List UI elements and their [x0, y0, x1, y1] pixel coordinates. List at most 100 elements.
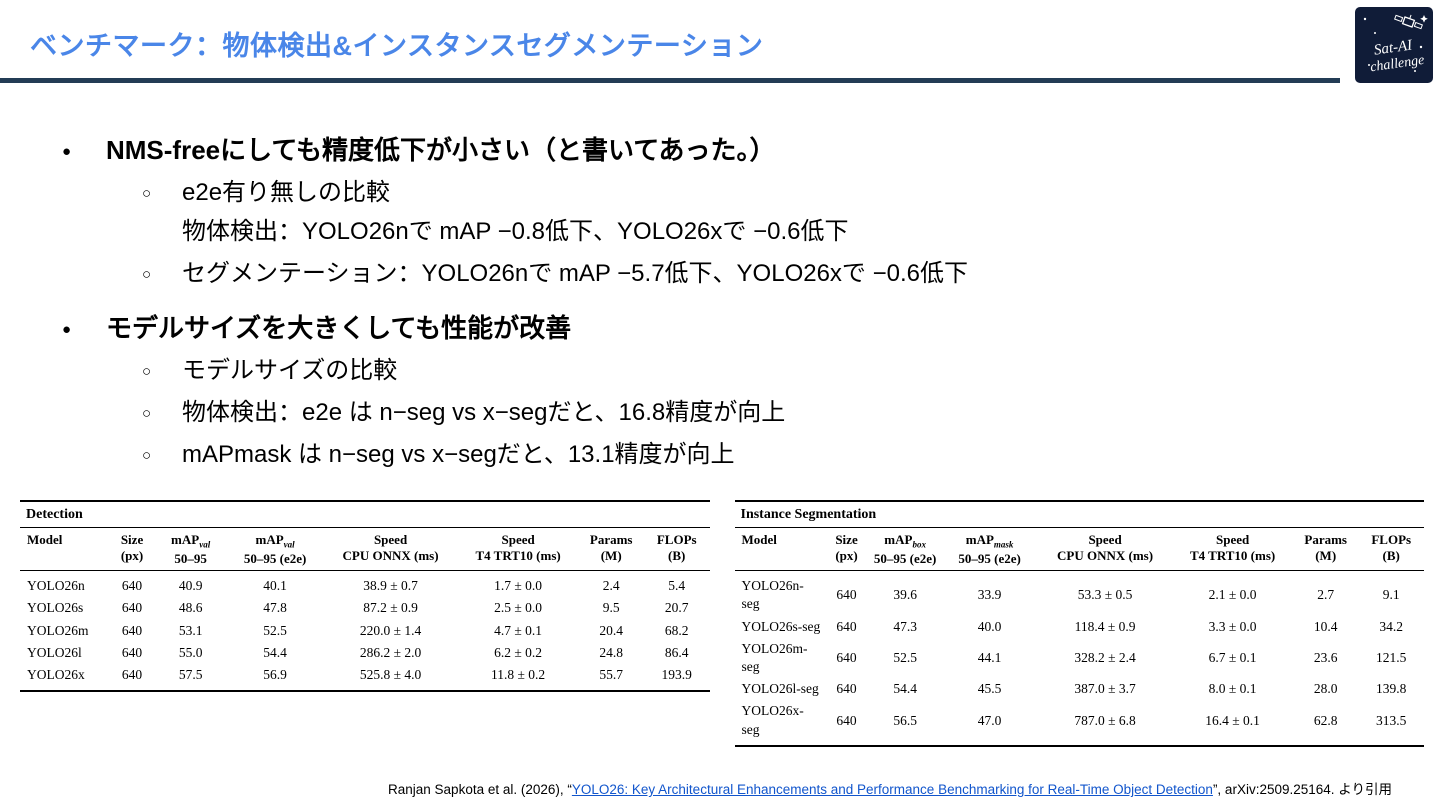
table-cell: 45.5 [977, 681, 1002, 697]
column-header: FLOPs (B) [1358, 528, 1424, 572]
table-row: YOLO26x 640 57.5 56.9 525.8 ± 4.0 11.8 ± 0.2 5… [20, 664, 710, 691]
sub-bullet-item: ○ mAPmask は n−seg vs x−segだと、13.1精度が向上 [142, 436, 1392, 475]
table-cell: 640 [836, 712, 857, 728]
table-cell: 16.4 ± 0.1 [1205, 712, 1260, 728]
table-cell: 47.0 [977, 712, 1002, 728]
table-cell: 9.1 [1382, 587, 1400, 603]
table-cell: 57.5 [178, 666, 203, 682]
table-cell: 87.2 ± 0.9 [363, 600, 418, 616]
table-cell: 20.4 [599, 622, 623, 638]
sub-bullet-text: e2e有り無しの比較 物体検出：YOLO26nで mAP −0.8低下、YOLO2… [182, 179, 849, 246]
bullet-list: ● NMS-freeにしても精度低下が小さい（と書いてあった。） ○ e2e有り無しの… [62, 116, 1392, 478]
table-cell: 6.7 ± 0.1 [1208, 649, 1257, 665]
citation-link[interactable]: YOLO26: Key Architectural Enhancements a… [571, 782, 1213, 797]
table-row: YOLO26m 640 53.1 52.5 220.0 ± 1.4 4.7 ± 0.1 20… [20, 620, 710, 642]
table-cell: 118.4 ± 0.9 [1074, 618, 1136, 634]
table-cell: 387.0 ± 3.7 [1074, 681, 1136, 697]
sub-bullet-marker-icon: ○ [142, 266, 152, 284]
table-cell: 23.6 [1313, 649, 1338, 665]
column-header: Params (M) [578, 528, 644, 572]
table-cell: 2.1 ± 0.0 [1208, 587, 1257, 603]
table-cell: 9.5 [602, 600, 620, 616]
table-row: YOLO26l-seg 640 54.4 45.5 387.0 ± 3.7 8.0 ± 0… [735, 678, 1425, 700]
table-cell: 62.8 [1313, 712, 1338, 728]
column-header: Size (px) [824, 528, 869, 572]
table-cell: 53.3 ± 0.5 [1077, 587, 1133, 603]
column-header: mAPbox 50–95 (e2e) [868, 528, 942, 572]
table-row: YOLO26m-seg 640 52.5 44.1 328.2 ± 2.4 6.7 ± 0… [735, 638, 1425, 678]
citation-prefix: Ranjan Sapkota et al. (2026), “ [388, 782, 572, 797]
bullet-text: モデルサイズを大きくしても性能が改善 [106, 313, 572, 344]
table-cell: 40.1 [263, 578, 287, 594]
table-cell: 220.0 ± 1.4 [359, 622, 422, 638]
table-cell: 38.9 ± 0.7 [363, 578, 418, 594]
data-table: Model Size (px) mAPbox 50–95 (e2e) mAPmask 50… [734, 528, 1425, 747]
table-cell: 640 [121, 666, 143, 682]
table-cell: 525.8 ± 4.0 [359, 666, 422, 682]
table-row: YOLO26n-seg 640 39.6 33.9 53.3 ± 0.5 2.1 ± 0.… [735, 571, 1425, 616]
sub-bullet-marker-icon: ○ [142, 405, 152, 423]
data-table: Model Size (px) mAPval 50–95 mAPval 50–95 (e2… [20, 528, 710, 693]
bullet-item: ● モデルサイズを大きくしても性能が改善 [62, 310, 1392, 346]
table-cell: 8.0 ± 0.1 [1208, 681, 1257, 697]
tables-row: Detection Model Size (px) mAPval 50–95 mAPval… [20, 500, 1424, 747]
table-cell: 52.5 [263, 622, 287, 638]
table-cell: YOLO26m [27, 622, 89, 638]
table-cell: 121.5 [1376, 649, 1407, 665]
sub-bullet-text: モデルサイズの比較 [182, 357, 398, 385]
table-cell: 55.0 [178, 644, 203, 660]
column-header: Speed T4 TRT10 (ms) [457, 528, 579, 572]
table-cell: 55.7 [599, 666, 623, 682]
table-cell: 328.2 ± 2.4 [1074, 649, 1136, 665]
column-header: Model [20, 528, 110, 572]
column-header: mAPmask 50–95 (e2e) [941, 528, 1038, 572]
table-cell: 2.5 ± 0.0 [494, 600, 543, 616]
table-instance-segmentation: Instance Segmentation Model Size (px) mAPbo… [734, 500, 1425, 747]
table-cell: 34.2 [1379, 618, 1404, 634]
star-icon [1420, 15, 1428, 23]
table-cell: 2.4 [602, 578, 620, 594]
table-cell: YOLO26s [27, 600, 84, 616]
sat-ai-challenge-logo: Sat-AI challenge [1355, 7, 1433, 83]
table-row: YOLO26n 640 40.9 40.1 38.9 ± 0.7 1.7 ± 0.0 2.4… [20, 571, 710, 598]
column-header: mAPval 50–95 (e2e) [226, 528, 324, 572]
citation-suffix: ”, arXiv:2509.25164. より引用 [1212, 782, 1392, 797]
table-cell: 313.5 [1376, 712, 1407, 728]
logo-graphic: Sat-AI challenge [1355, 7, 1433, 83]
table-cell: 53.1 [178, 622, 203, 638]
sub-bullet-item: ○ e2e有り無しの比較 物体検出：YOLO26nで mAP −0.8低下、YOLO… [142, 174, 1392, 252]
column-header: Speed T4 TRT10 (ms) [1172, 528, 1293, 572]
table-cell: 193.9 [661, 666, 692, 682]
column-header: Speed CPU ONNX (ms) [1037, 528, 1173, 572]
table-cell: 52.5 [893, 649, 917, 665]
table-cell: YOLO26l [27, 644, 82, 660]
column-header: Size (px) [109, 528, 155, 572]
table-caption: Instance Segmentation [734, 500, 1424, 528]
table-cell: 640 [121, 644, 143, 660]
table-cell: 40.9 [178, 578, 203, 594]
table-cell: YOLO26x [27, 666, 85, 682]
table-cell: 39.6 [893, 587, 917, 603]
header-row: Model Size (px) mAPbox 50–95 (e2e) mAPmask 50… [734, 528, 1424, 572]
table-cell: 640 [121, 578, 143, 594]
bullet-marker-icon: ● [62, 143, 72, 160]
sub-bullet-text: 物体検出：e2e は n−seg vs x−segだと、16.8精度が向上 [182, 399, 786, 427]
header-divider [0, 78, 1340, 83]
column-header: mAPval 50–95 [154, 528, 227, 572]
table-row: YOLO26x-seg 640 56.5 47.0 787.0 ± 6.8 16.4 ± … [735, 700, 1425, 745]
satellite-icon [1394, 14, 1423, 30]
table-cell: 4.7 ± 0.1 [494, 622, 543, 638]
column-header: Model [734, 528, 825, 572]
sub-bullet-text: mAPmask は n−seg vs x−segだと、13.1精度が向上 [182, 441, 735, 469]
table-cell: 54.4 [893, 681, 917, 697]
citation: Ranjan Sapkota et al. (2026), “YOLO26: K… [388, 778, 1392, 798]
table-cell: 56.9 [263, 666, 287, 682]
table-cell: 787.0 ± 6.8 [1074, 712, 1136, 728]
column-header: FLOPs (B) [643, 528, 710, 572]
table-cell: YOLO26s-seg [741, 618, 821, 634]
table-cell: 3.3 ± 0.0 [1208, 618, 1257, 634]
table-cell: 44.1 [977, 649, 1002, 665]
table-cell: 24.8 [599, 644, 623, 660]
table-cell: 33.9 [977, 587, 1002, 603]
table-row: YOLO26s-seg 640 47.3 40.0 118.4 ± 0.9 3.3 ± 0… [735, 616, 1425, 638]
